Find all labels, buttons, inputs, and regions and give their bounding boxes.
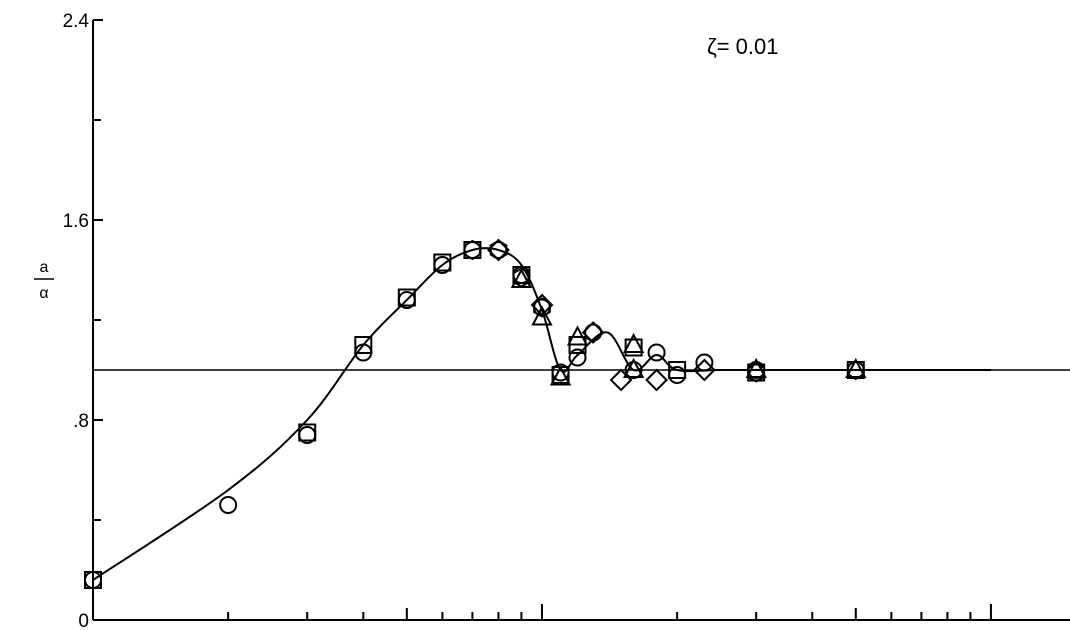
hexagon-point — [747, 362, 765, 383]
diamond-point — [609, 368, 633, 392]
y-axis-label-numerator: a — [40, 259, 49, 276]
y-axis-label-denominator: α — [39, 285, 48, 302]
y-tick-label: 2.4 — [63, 11, 90, 32]
hexagon-point — [847, 359, 865, 381]
hexagon-point — [512, 267, 531, 288]
triangle-point — [566, 325, 589, 346]
y-tick-label: 1.6 — [63, 211, 89, 232]
y-tick-label: .8 — [73, 411, 89, 432]
damping-annotation: ζ= 0.01 — [707, 34, 778, 59]
data-points — [84, 238, 867, 589]
square-point — [624, 338, 643, 357]
square-point — [433, 253, 452, 272]
y-axis-label: a α — [34, 259, 54, 302]
axes: 0 .8 1.6 2.4 — [63, 11, 1070, 631]
diamond-point — [645, 368, 668, 392]
triangle-point — [531, 305, 553, 326]
triangle-point — [622, 357, 645, 378]
square-point — [298, 423, 317, 442]
curves — [92, 247, 1070, 581]
square-point — [354, 336, 373, 354]
diamond-point — [692, 358, 716, 382]
diamond-point — [581, 321, 605, 344]
hexagon-point — [463, 239, 482, 261]
hexagon-point — [489, 239, 508, 261]
triangle-point — [745, 357, 767, 378]
y-tick-label: 0 — [78, 611, 89, 631]
hexagon-point — [533, 297, 551, 318]
triangle-point — [549, 365, 572, 386]
triangle-point — [622, 332, 645, 353]
square-point — [84, 571, 102, 589]
circle-point — [695, 353, 714, 372]
circle-point — [568, 348, 587, 367]
circle-point — [584, 323, 603, 342]
square-point — [397, 288, 416, 307]
square-point — [668, 361, 687, 379]
circle-point — [647, 343, 666, 362]
fit-curve — [92, 247, 991, 581]
triangle-point — [845, 357, 867, 378]
circle-point — [219, 496, 238, 514]
